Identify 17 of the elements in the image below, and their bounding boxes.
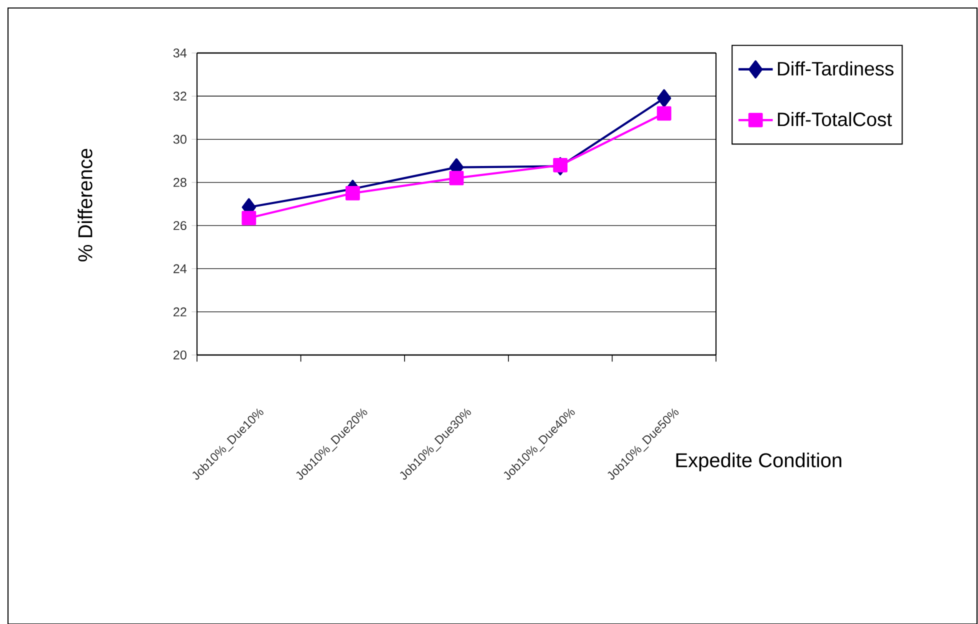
y-tick-label: 32 (173, 92, 186, 101)
y-tick-label: 22 (174, 307, 186, 316)
point (656, 106, 672, 121)
point (657, 89, 672, 108)
y-tick-label: 34 (173, 48, 187, 58)
point (449, 170, 464, 186)
point (242, 210, 256, 226)
legend-label: Diff-TotalCost (778, 112, 892, 126)
y-tick-label: 26 (174, 221, 186, 230)
y-tick-label: 28 (174, 178, 186, 187)
point (553, 158, 568, 172)
y-tick-label: 24 (174, 264, 187, 274)
y-tick-label: 30 (173, 134, 186, 144)
point (346, 186, 360, 200)
y-axis-title: % Difference (78, 148, 92, 262)
legend-label: Diff-Tardiness (778, 61, 894, 76)
y-tick-label: 20 (174, 350, 186, 360)
